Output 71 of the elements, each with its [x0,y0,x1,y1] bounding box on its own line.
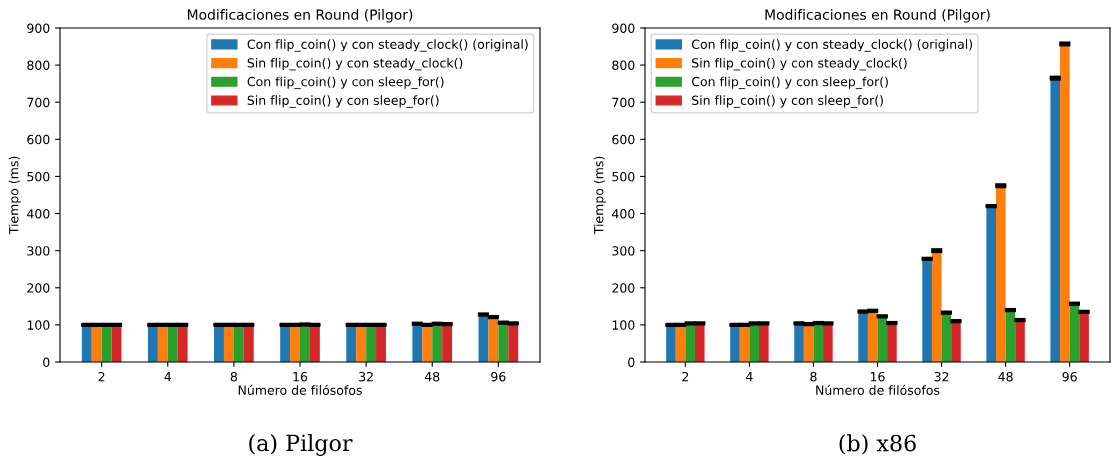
y-tick-label: 900 [612,23,635,33]
chart-title: Modificaciones en Round (Pilgor) [187,9,413,23]
chart-title: Modificaciones en Round (Pilgor) [765,9,990,23]
legend-label: Sin flip_coin() y con sleep_for() [247,95,439,108]
y-axis-title: Tiempo (ms) [593,156,606,235]
y-tick-label: 200 [27,283,50,293]
text: (a) Pilgor [249,434,353,456]
bar [1060,43,1070,362]
y-tick-label: 500 [27,171,50,182]
y-tick-label: 300 [612,246,635,256]
bar [877,316,888,362]
x-tick-label: 96 [491,371,506,382]
x-axis-title: Número de filósofos [816,384,940,395]
bar [1050,78,1061,362]
x-axis-title: Número de filósofos [238,384,362,395]
y-tick-label: 900 [27,23,50,33]
bar [931,250,942,362]
bar [813,323,824,362]
bar [749,323,760,362]
legend-label: Sin flip_coin() y con sleep_for() [692,95,883,108]
y-tick-label: 700 [612,97,635,108]
y-tick-label: 0 [43,357,50,367]
text: (b) x86 [839,434,916,455]
bar [1015,320,1025,362]
legend-label: Con flip_coin() y con steady_clock() (original) [691,39,973,52]
x-tick-label: 4 [746,372,753,382]
bar [666,324,676,362]
x-tick-label: 2 [98,371,105,382]
x-tick-label: 96 [1062,371,1077,382]
bar [794,323,804,362]
bar [730,324,740,362]
y-tick-label: 600 [27,134,50,145]
bar [986,206,996,362]
x-tick-label: 8 [810,371,817,382]
x-tick-label: 48 [998,371,1013,382]
y-tick-label: 600 [612,134,635,145]
legend-label: Sin flip_coin() y con steady_clock() [247,57,463,71]
bar [858,311,868,362]
y-tick-label: 800 [27,60,50,71]
x-tick-label: 16 [870,371,885,382]
bar [995,185,1006,362]
bar [694,323,705,362]
y-tick-label: 800 [612,60,635,71]
y-tick-label: 0 [628,357,635,367]
x-tick-label: 32 [934,371,949,382]
x-tick-label: 8 [230,371,238,382]
bar [823,323,833,362]
y-tick-label: 400 [27,209,50,219]
y-tick-label: 300 [27,246,50,256]
y-tick-label: 100 [612,320,635,330]
x-tick-label: 16 [293,371,308,382]
bar [685,323,695,362]
y-tick-label: 200 [612,283,635,293]
y-tick-label: 700 [27,97,50,108]
y-tick-label: 400 [612,209,635,219]
x-tick-label: 2 [682,371,689,382]
x-tick-label: 48 [424,371,440,382]
legend-label: Sin flip_coin() y con steady_clock() [692,57,907,71]
y-tick-label: 500 [612,171,635,182]
bar [1079,311,1089,362]
y-tick-label: 100 [27,320,50,330]
bar [887,323,897,362]
x-tick-label: 32 [359,371,373,382]
legend-label: Con flip_coin() y con sleep_for() [691,76,888,90]
legend-label: Con flip_coin() y con steady_clock() (original) [247,39,528,52]
x-tick-label: 4 [164,372,172,382]
y-axis-title: Tiempo (ms) [8,156,21,235]
bar [759,323,769,362]
bar [922,258,932,362]
bar [951,321,961,362]
legend-label: Con flip_coin() y con sleep_for() [247,76,444,90]
